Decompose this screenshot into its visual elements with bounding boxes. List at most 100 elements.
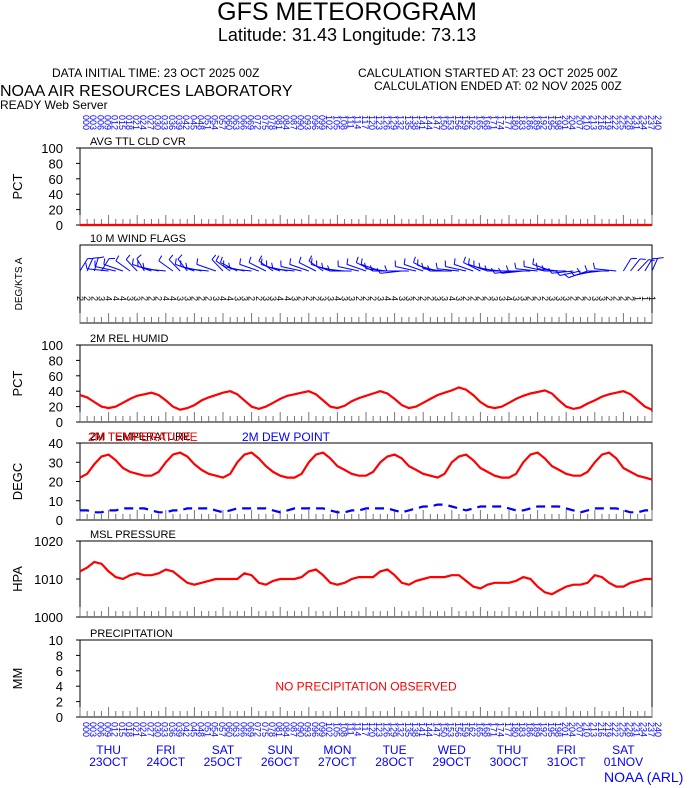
wind-speed-label: 3 (404, 296, 414, 301)
wind-barb-flag (548, 267, 553, 274)
bottom-hour-label: 171 (489, 722, 499, 737)
bottom-hour-label: 084 (281, 722, 291, 737)
wind-speed-label: 2 (618, 296, 628, 301)
wind-barb-flag (478, 262, 481, 269)
bottom-hour-label: 063 (231, 722, 241, 737)
y-tick-label: 0 (56, 415, 63, 430)
wind-barb-flag (498, 267, 503, 274)
top-hour-label: 180 (510, 115, 520, 130)
top-hour-label: 054 (210, 115, 220, 130)
wind-speed-label: 3 (375, 296, 385, 301)
wind-barb-flag (384, 265, 388, 272)
panel-title: 2M REL HUMID (90, 333, 168, 345)
wind-speed-label: 3 (490, 296, 500, 301)
wind-barb-flag (298, 256, 302, 263)
top-hour-label: 045 (188, 115, 198, 130)
bottom-hour-label: 183 (517, 722, 527, 737)
bottom-hour-label: 168 (481, 722, 491, 737)
wind-barb (523, 265, 545, 272)
wind-speed-label: 3 (232, 296, 242, 301)
wind-speed-label: 4 (161, 296, 171, 301)
wind-speed-label: 3 (125, 296, 135, 301)
wind-speed-label: 3 (497, 296, 507, 301)
bottom-hour-label: 123 (374, 722, 384, 737)
wind-barb (395, 265, 417, 272)
bottom-hour-label: 240 (653, 722, 663, 737)
y-tick-label: 0 (56, 710, 63, 725)
wind-barb-flag (346, 258, 349, 265)
wind-barb-flag (271, 262, 274, 269)
wind-barb (93, 257, 99, 272)
bottom-hour-label: 045 (188, 722, 198, 737)
bottom-hour-label: 075 (260, 722, 270, 737)
top-hour-label: 219 (603, 115, 613, 130)
top-hour-label: 171 (489, 115, 499, 130)
wind-speed-label: 1 (647, 296, 657, 301)
wind-speed-label: 2 (626, 296, 636, 301)
wind-speed-label: 2 (583, 296, 593, 301)
wind-speed-label: 2 (576, 296, 586, 301)
y-tick-label: 100 (41, 338, 63, 353)
wind-barb-flag (463, 256, 466, 263)
wind-speed-label: 2 (204, 296, 214, 301)
wind-barb (79, 258, 88, 272)
lab-name: NOAA AIR RESOURCES LABORATORY (0, 83, 293, 100)
panel-frame (79, 639, 653, 718)
wind-speed-label: 2 (354, 296, 364, 301)
top-hour-label: 033 (160, 115, 170, 130)
wind-speed-label: 4 (282, 296, 292, 301)
y-tick-label: 0 (56, 218, 63, 233)
bottom-hour-label: 159 (460, 722, 470, 737)
day-label: MON (323, 743, 351, 757)
top-hour-label: 087 (288, 115, 298, 130)
y-tick-label: 80 (49, 353, 63, 368)
top-hour-label: 216 (596, 115, 606, 130)
top-hour-label: 234 (639, 115, 649, 130)
y-tick-label: 0 (56, 513, 63, 528)
panel-frame (79, 244, 653, 324)
bottom-hour-label: 213 (589, 722, 599, 737)
wind-barb-flag (555, 270, 561, 276)
wind-barb-flag (321, 262, 324, 269)
y-tick-label: 20 (49, 203, 63, 218)
top-hour-label: 057 (217, 115, 227, 130)
top-hour-label: 003 (88, 115, 98, 130)
y-tick-label: 40 (49, 384, 63, 399)
day-label: WED (438, 743, 466, 757)
y-tick-label: 1000 (34, 610, 63, 625)
bottom-hour-label: 237 (646, 722, 656, 737)
top-hour-label: 183 (517, 115, 527, 130)
y-tick-label: 8 (56, 648, 63, 663)
wind-barb-flag (490, 267, 495, 274)
bottom-hour-label: 021 (131, 722, 141, 737)
bottom-hour-label: 054 (210, 722, 220, 737)
top-hour-label: 006 (95, 115, 105, 130)
wind-barb-flag (435, 262, 438, 269)
wind-barb-flag (369, 265, 374, 272)
date-label: 27OCT (318, 755, 357, 769)
wind-barb (594, 268, 617, 272)
wind-speed-label: 4 (111, 296, 121, 301)
y-tick-label: 100 (41, 141, 63, 156)
wind-speed-label: 2 (461, 296, 471, 301)
top-hour-label: 168 (481, 115, 491, 130)
top-hour-label: 210 (582, 115, 592, 130)
wind-barb-flag (514, 262, 517, 269)
top-hour-label: 159 (460, 115, 470, 130)
wind-speed-label: 4 (104, 296, 114, 301)
wind-speed-label: 2 (197, 296, 207, 301)
top-hour-label: 192 (539, 115, 549, 130)
wind-barb-flag (131, 258, 134, 265)
top-hour-label: 051 (203, 115, 213, 130)
top-hour-label: 177 (503, 115, 513, 130)
bottom-hour-label: 102 (324, 722, 334, 737)
server-name: READY Web Server (0, 98, 108, 112)
wind-speed-label: 2 (361, 296, 371, 301)
wind-speed-label: 3 (325, 296, 335, 301)
top-hour-label: 117 (360, 115, 370, 129)
wind-speed-label: 3 (268, 296, 278, 301)
wind-speed-label: 2 (411, 296, 421, 301)
bottom-hour-label: 186 (524, 722, 534, 737)
top-hour-label: 024 (138, 115, 148, 130)
